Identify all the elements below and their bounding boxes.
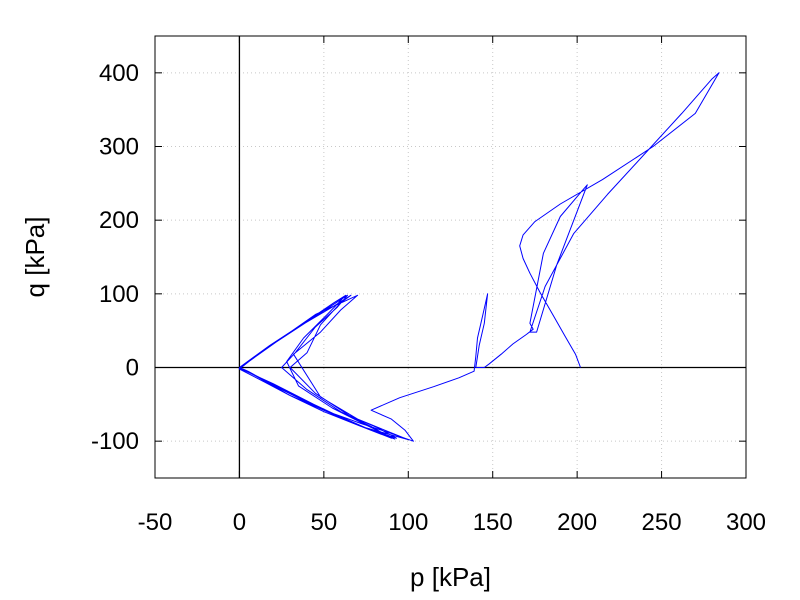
x-tick-label: 50 — [311, 509, 338, 536]
x-tick-label: 200 — [557, 509, 597, 536]
zero-axis-lines — [155, 36, 746, 478]
x-tick-label: 150 — [473, 509, 513, 536]
y-tick-label: 100 — [99, 281, 139, 308]
x-tick-label: 300 — [726, 509, 766, 536]
x-tick-label: -50 — [138, 509, 173, 536]
x-tick-label: 250 — [642, 509, 682, 536]
y-tick-label: 300 — [99, 134, 139, 161]
series-line — [238, 72, 720, 442]
y-tick-label: 200 — [99, 207, 139, 234]
y-tick-labels: -100 0 100 200 300 400 — [91, 60, 139, 455]
y-tick-label: 400 — [99, 60, 139, 87]
y-axis-label: q [kPa] — [20, 217, 50, 298]
x-tick-label: 0 — [233, 509, 246, 536]
tick-marks — [154, 36, 747, 478]
series-layer — [238, 72, 720, 442]
grid-lines — [155, 36, 746, 478]
x-axis-label: p [kPa] — [410, 562, 491, 592]
x-tick-label: 100 — [388, 509, 428, 536]
y-tick-label: -100 — [91, 428, 139, 455]
y-tick-label: 0 — [126, 355, 139, 382]
x-tick-labels: -50 0 50 100 150 200 250 300 — [138, 509, 766, 536]
plot-frame — [154, 35, 747, 479]
